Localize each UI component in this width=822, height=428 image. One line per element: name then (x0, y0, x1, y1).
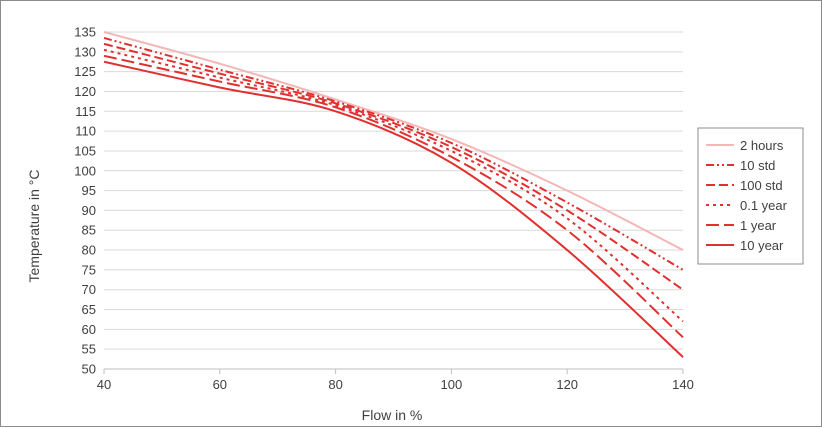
y-tick-label-130: 130 (74, 44, 96, 59)
legend-label-2: 10 std (740, 158, 775, 173)
y-tick-label-55: 55 (82, 342, 96, 357)
legend-label-4: 0.1 year (740, 198, 788, 213)
y-tick-label-70: 70 (82, 282, 96, 297)
y-tick-label-105: 105 (74, 143, 96, 158)
series-lines (103, 31, 684, 358)
series-line-100-std (103, 42, 684, 291)
y-tick-label-135: 135 (74, 25, 96, 40)
y-tick-label-75: 75 (82, 262, 96, 277)
y-tick-label-125: 125 (74, 64, 96, 79)
x-tick-labels: 40 60 80 100 120 140 (97, 377, 694, 392)
x-tick-label-100: 100 (441, 377, 463, 392)
legend-label-6: 10 year (740, 238, 784, 253)
legend-label-5: 1 year (740, 218, 777, 233)
legend-label-3: 100 std (740, 178, 783, 193)
gridlines (104, 31, 683, 350)
legend-label-1: 2 hours (740, 138, 784, 153)
y-tick-label-65: 65 (82, 302, 96, 317)
x-tick-label-140: 140 (672, 377, 694, 392)
y-tick-label-100: 100 (74, 163, 96, 178)
y-tick-label-80: 80 (82, 243, 96, 258)
y-tick-label-120: 120 (74, 84, 96, 99)
y-tick-label-115: 115 (75, 104, 96, 119)
legend-box (697, 127, 804, 265)
axes (103, 368, 684, 374)
x-tick-label-80: 80 (328, 377, 342, 392)
x-tick-label-120: 120 (556, 377, 578, 392)
series-line-1-year (103, 54, 684, 339)
y-tick-label-85: 85 (82, 223, 96, 238)
y-tick-label-60: 60 (82, 322, 96, 337)
series-line-0-1-year (103, 48, 684, 323)
series-line-10-std (103, 36, 684, 271)
y-tick-label-50: 50 (82, 362, 96, 377)
y-tick-label-110: 110 (75, 124, 96, 139)
y-tick-label-90: 90 (82, 203, 96, 218)
y-tick-labels: 50 55 60 65 70 75 80 85 90 95 100 105 110 115 120 125 13… (74, 25, 96, 377)
legend: 2 hours 10 std 100 std 0.1 year 1 year 10 yea… (697, 127, 804, 265)
x-tick-label-40: 40 (97, 377, 111, 392)
y-axis-title: Temperature in °C (26, 170, 42, 283)
y-tick-label-95: 95 (82, 183, 96, 198)
x-axis-title: Flow in % (362, 407, 423, 423)
series-line-2-hours (103, 31, 684, 251)
series-line-10-year (103, 60, 684, 358)
x-tick-label-60: 60 (213, 377, 227, 392)
